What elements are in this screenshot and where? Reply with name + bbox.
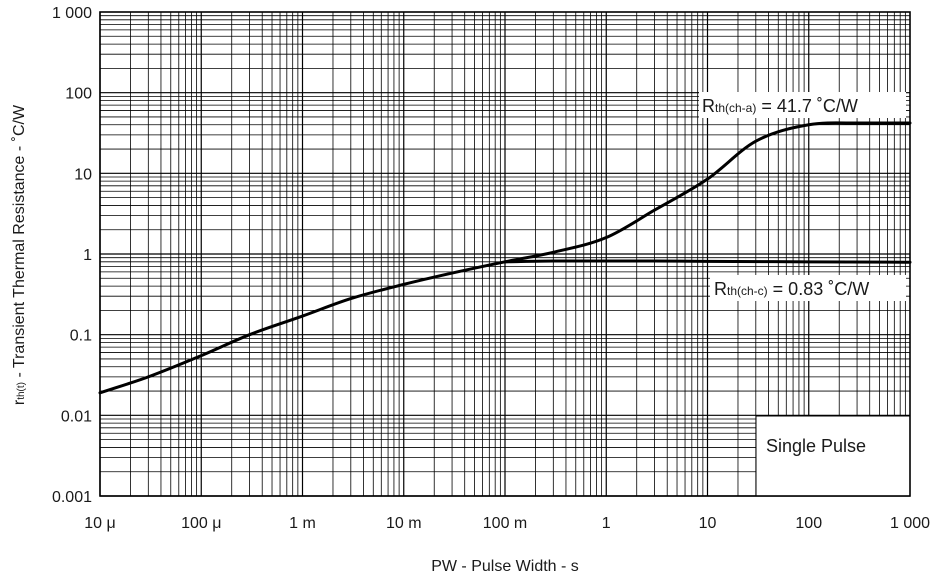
y-tick-label: 100 [65,86,92,103]
series-lines [98,121,912,395]
y-tick-label: 0.01 [61,408,92,425]
grid [99,12,910,497]
x-tick-label: 10 [699,515,717,532]
x-tick-label: 10 μ [84,515,115,532]
x-tick-label: 100 m [483,515,527,532]
x-tick-label: 100 μ [181,515,221,532]
y-tick-labels: 0.001 0.01 0.1 1 10 100 1 000 [52,5,92,506]
x-tick-label: 100 [795,515,822,532]
x-tick-label: 1 m [289,515,316,532]
rth-ch-a-label: Rth(ch-a) = 41.7 ˚C/W [702,96,858,116]
x-tick-label: 1 000 [890,515,930,532]
y-tick-label: 10 [74,166,92,183]
single-pulse-box [755,415,911,497]
y-tick-label: 0.001 [52,489,92,506]
rth-ch-c-label: Rth(ch-c) = 0.83 ˚C/W [714,279,869,299]
x-tick-labels: 10 μ 100 μ 1 m 10 m 100 m 1 10 100 1 000 [84,515,930,532]
y-tick-label: 1 [83,247,92,264]
plot-frame [99,11,911,497]
x-axis-title: PW - Pulse Width - s [431,558,579,575]
x-tick-label: 1 [602,515,611,532]
y-tick-label: 0.1 [70,328,92,345]
y-axis-title: rth(t) - Transient Thermal Resistance - … [11,104,28,405]
series-line-2 [503,259,912,264]
y-tick-label: 1 000 [52,5,92,22]
rth-ch-c-label-bg [710,275,906,301]
rth-ch-a-label-bg [699,92,906,118]
x-tick-label: 10 m [386,515,422,532]
single-pulse-label: Single Pulse [766,436,866,456]
